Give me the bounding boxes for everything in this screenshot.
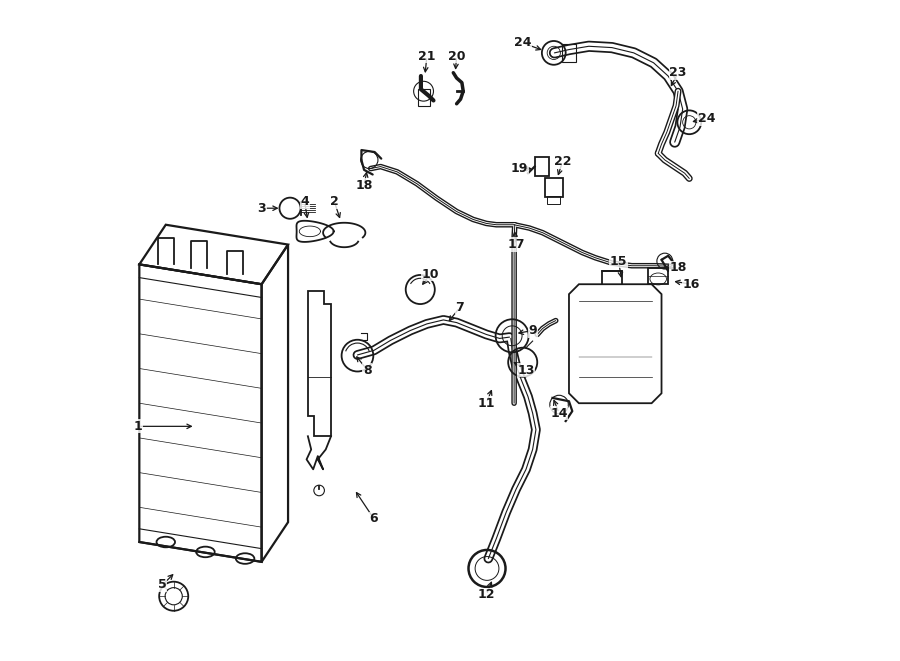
Text: 12: 12 — [478, 588, 495, 602]
Text: 2: 2 — [330, 195, 338, 208]
Text: 1: 1 — [133, 420, 142, 433]
Text: 4: 4 — [301, 195, 309, 208]
Bar — [418, 89, 430, 106]
Text: 10: 10 — [421, 268, 439, 281]
Text: 15: 15 — [610, 254, 627, 268]
Text: 18: 18 — [670, 261, 687, 274]
Text: 3: 3 — [257, 202, 266, 215]
Text: 24: 24 — [514, 36, 532, 50]
Text: 5: 5 — [158, 578, 166, 592]
Text: 19: 19 — [510, 162, 528, 175]
Bar — [547, 196, 561, 204]
Text: 23: 23 — [670, 66, 687, 79]
Text: 11: 11 — [478, 397, 495, 410]
Text: 7: 7 — [455, 301, 464, 314]
Text: 17: 17 — [508, 238, 525, 251]
Text: 24: 24 — [698, 112, 716, 126]
Text: 22: 22 — [554, 155, 572, 169]
Text: 21: 21 — [418, 50, 436, 63]
Bar — [535, 157, 549, 176]
Bar — [544, 178, 563, 197]
Text: 8: 8 — [363, 364, 372, 377]
Text: 6: 6 — [370, 512, 378, 525]
Text: 13: 13 — [518, 364, 535, 377]
Text: 18: 18 — [356, 178, 373, 192]
Bar — [562, 44, 576, 62]
Text: 14: 14 — [550, 407, 568, 420]
Text: 20: 20 — [448, 50, 465, 63]
Text: 9: 9 — [528, 324, 537, 337]
Text: 16: 16 — [682, 278, 700, 291]
